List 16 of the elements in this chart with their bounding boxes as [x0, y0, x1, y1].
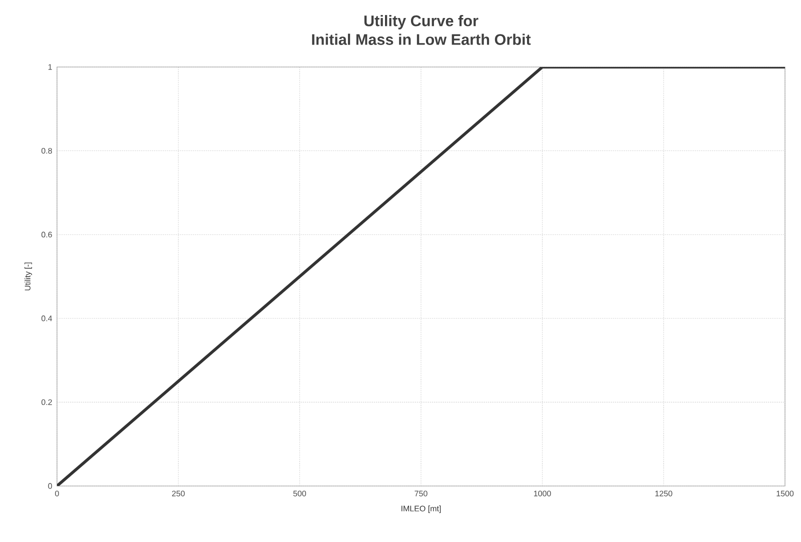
x-tick-label: 1500: [776, 490, 794, 496]
y-tick-label: 0.2: [41, 399, 52, 406]
x-axis-title: IMLEO [mt]: [402, 506, 441, 513]
y-tick-label: 0.6: [41, 232, 52, 238]
x-tick-label: 0: [55, 490, 59, 496]
x-tick-label: 750: [414, 490, 428, 496]
y-axis-title: Utility [-]: [24, 262, 32, 290]
y-tick-label: 0: [48, 483, 52, 489]
x-tick-label: 250: [172, 490, 185, 496]
x-tick-label: 1000: [534, 490, 551, 496]
y-tick-label: 1: [48, 64, 52, 70]
x-tick-label: 1250: [655, 490, 672, 496]
y-tick-label: 0.4: [41, 316, 52, 322]
chart-title: Utility Curve for Initial Mass in Low Earth Orbit: [312, 15, 531, 45]
y-tick-label: 0.8: [41, 148, 52, 154]
x-tick-label: 500: [293, 490, 306, 496]
